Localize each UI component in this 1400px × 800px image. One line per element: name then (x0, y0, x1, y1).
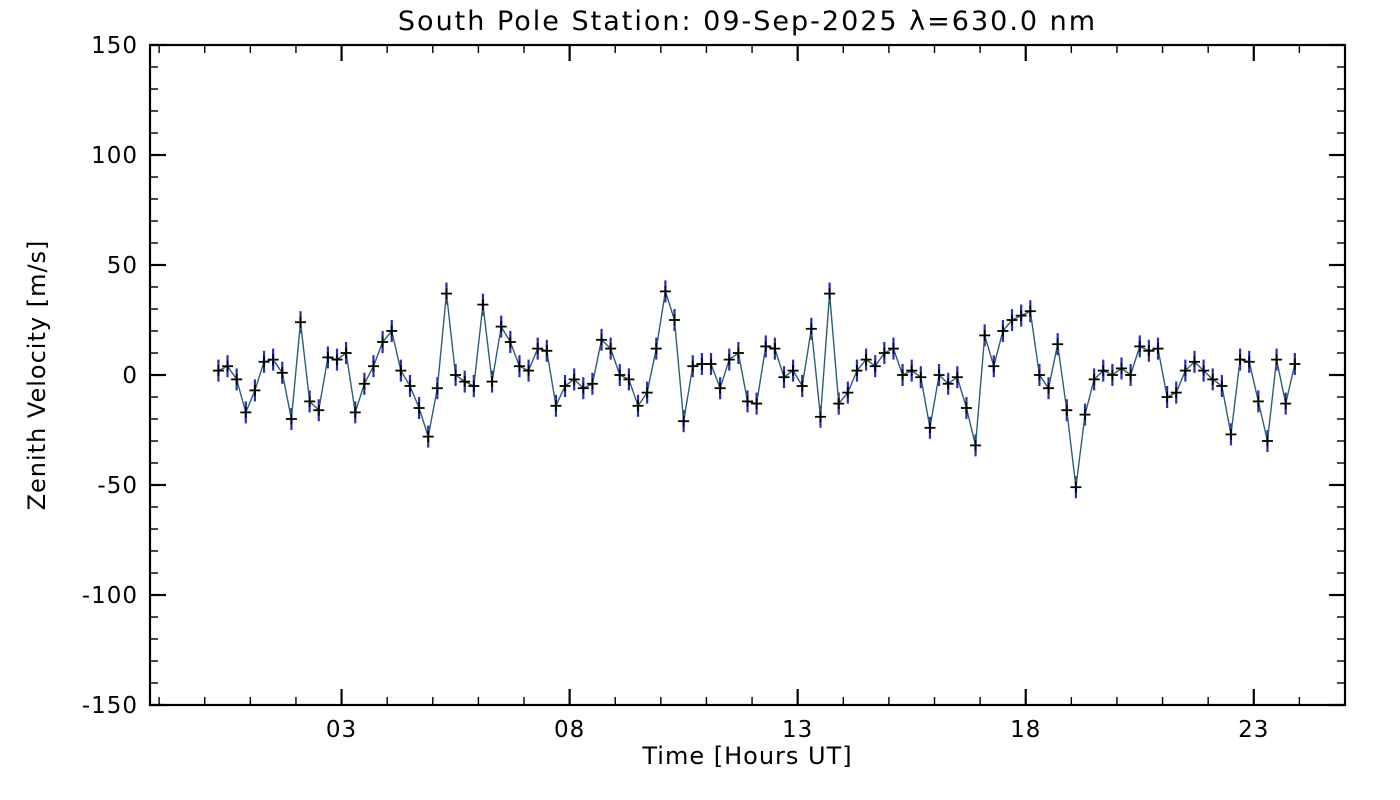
svg-text:0: 0 (122, 363, 138, 389)
svg-text:150: 150 (91, 33, 138, 59)
svg-text:-100: -100 (82, 583, 138, 609)
svg-text:-150: -150 (82, 693, 138, 719)
chart-title: South Pole Station: 09-Sep-2025 λ=630.0 … (397, 6, 1098, 37)
svg-text:-50: -50 (97, 473, 138, 499)
svg-text:23: 23 (1238, 717, 1269, 743)
svg-text:18: 18 (1010, 717, 1041, 743)
svg-text:03: 03 (326, 717, 357, 743)
svg-text:50: 50 (107, 253, 138, 279)
svg-text:100: 100 (91, 143, 138, 169)
y-axis-label: Zenith Velocity [m/s] (23, 239, 51, 511)
x-axis-label: Time [Hours UT] (642, 742, 853, 770)
svg-text:08: 08 (554, 717, 585, 743)
svg-text:13: 13 (782, 717, 813, 743)
